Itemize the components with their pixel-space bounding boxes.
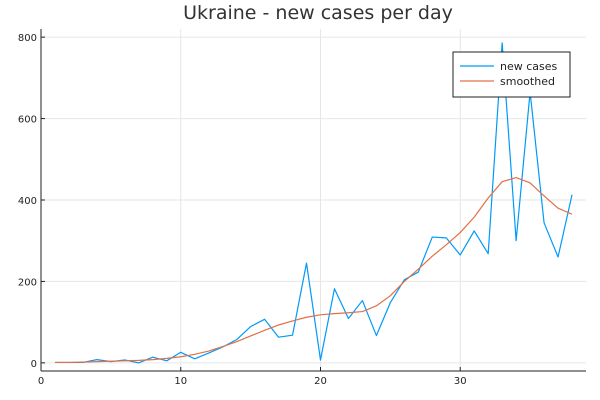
y-tick-label: 200 bbox=[18, 277, 37, 288]
legend-box bbox=[452, 51, 571, 98]
x-tick-label: 10 bbox=[174, 376, 187, 387]
legend: new cases smoothed bbox=[452, 51, 571, 98]
y-tick-label: 800 bbox=[18, 33, 37, 44]
series-line-smoothed bbox=[54, 177, 573, 364]
x-tick-label: 20 bbox=[314, 376, 327, 387]
chart-title: Ukraine - new cases per day bbox=[183, 2, 453, 24]
series-layer bbox=[54, 42, 573, 364]
series-line-new-cases bbox=[54, 42, 573, 364]
legend-label-new-cases: new cases bbox=[500, 60, 558, 73]
axes: 0 10 20 30 0 200 400 600 800 bbox=[18, 29, 586, 387]
y-tick-label: 400 bbox=[18, 196, 37, 207]
legend-label-smoothed: smoothed bbox=[500, 75, 555, 88]
y-tick-label: 0 bbox=[31, 359, 37, 370]
x-tick-label: 0 bbox=[38, 376, 44, 387]
y-tick-label: 600 bbox=[18, 115, 37, 126]
x-tick-label: 30 bbox=[454, 376, 467, 387]
grid bbox=[40, 29, 586, 371]
